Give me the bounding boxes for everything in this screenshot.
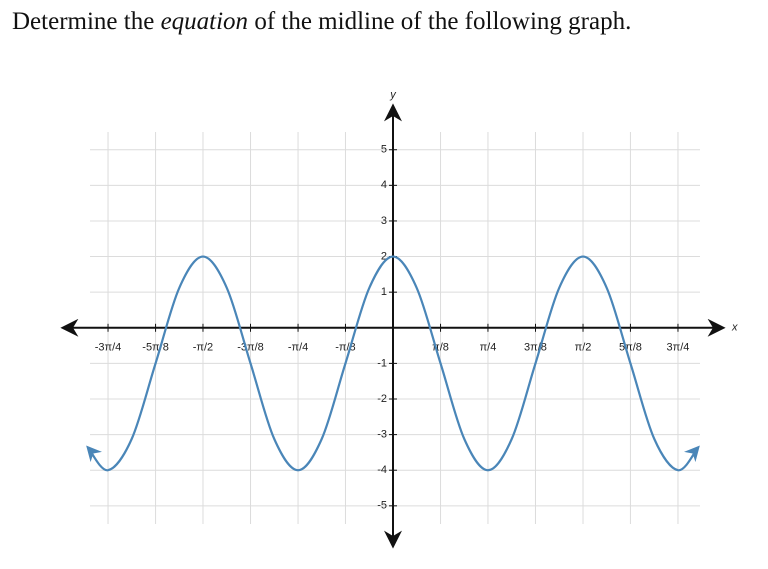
x-tick-label: 3π/8 <box>524 342 547 354</box>
y-axis-label: y <box>389 89 397 101</box>
y-tick-label: -1 <box>377 357 387 369</box>
y-tick-label: -2 <box>377 393 387 405</box>
plot-area <box>86 255 700 472</box>
y-tick-label: 4 <box>381 179 387 191</box>
y-tick-label: 2 <box>381 250 387 262</box>
x-tick-label: -5π/8 <box>142 342 169 354</box>
x-axis-label: x <box>731 322 738 334</box>
axes: -3π/4 -5π/8 -π/2 -3π/8 -π/4 -π/8 π/8 π/4 3π/8 π/2… <box>60 89 738 549</box>
question-text: of the midline of the following graph. <box>248 8 632 35</box>
x-tick-label: -π/8 <box>335 342 355 354</box>
y-tick-label: -3 <box>377 429 387 441</box>
y-tick-label: 5 <box>381 144 387 156</box>
x-tick-label: π/4 <box>480 342 497 354</box>
x-tick-label: -π/2 <box>193 342 213 354</box>
y-tick-label: -4 <box>377 464 387 476</box>
x-tick-label: 5π/8 <box>619 342 642 354</box>
y-tick-label: 3 <box>381 215 387 227</box>
y-tick-label: 1 <box>381 286 387 298</box>
question-text: Determine the <box>12 8 161 35</box>
question-emphasis: equation <box>160 8 249 35</box>
curve <box>86 255 700 472</box>
x-tick-label: -3π/4 <box>95 342 122 354</box>
x-tick-label: 3π/4 <box>667 342 690 354</box>
x-tick-label: -π/4 <box>288 342 308 354</box>
y-tick-label: -5 <box>377 500 387 512</box>
question: Determine the equation of the midline of… <box>12 8 631 36</box>
x-tick-label: π/2 <box>575 342 592 354</box>
x-tick-label: -3π/8 <box>237 342 264 354</box>
